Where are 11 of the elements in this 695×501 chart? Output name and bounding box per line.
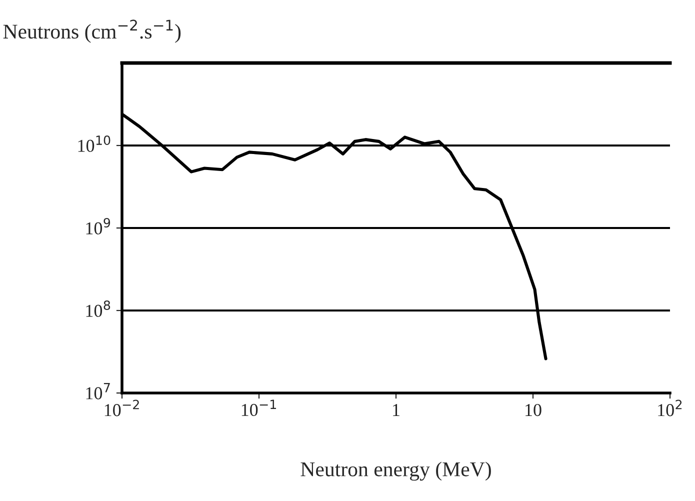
x-tick-label: 10$^{2}$ bbox=[658, 400, 682, 416]
x-tick-label: 10$^{−1}$ bbox=[242, 400, 276, 416]
y-tick-label: 10$^{10}$ bbox=[78, 135, 110, 152]
y-tick-label: 10$^{7}$ bbox=[86, 383, 110, 400]
y-tick-label: 10$^{9}$ bbox=[86, 218, 110, 234]
x-axis-title: Neutron energy (MeV) bbox=[300, 462, 491, 481]
y-tick-label: 10$^{8}$ bbox=[86, 300, 110, 317]
x-tick-label: 10 bbox=[526, 404, 542, 416]
y-axis-title: Neutrons (cm$^{−2}$.s$^{−1}$) bbox=[3, 20, 181, 43]
x-tick-label: 1 bbox=[393, 404, 400, 416]
x-tick-label: 10$^{−2}$ bbox=[104, 400, 139, 416]
